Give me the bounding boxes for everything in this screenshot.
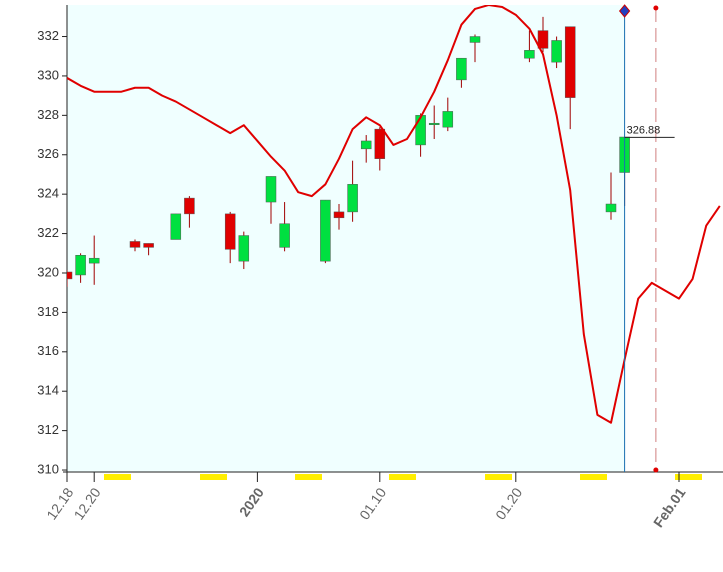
candle-body — [456, 57, 467, 81]
candle-body — [551, 40, 562, 63]
candle-body — [333, 211, 345, 219]
candle-body — [279, 223, 290, 248]
candle-body — [428, 122, 440, 125]
candle-body — [524, 50, 535, 59]
y-tick-label: 320 — [37, 264, 59, 279]
x-tick-label: 12.20 — [70, 485, 103, 523]
y-tick-label: 324 — [37, 186, 59, 201]
candle-body — [442, 111, 454, 128]
y-tick-label: 310 — [37, 461, 59, 476]
y-tick-label: 322 — [37, 225, 59, 240]
candle-body — [184, 197, 195, 215]
y-tick-label: 312 — [37, 422, 59, 437]
x-tick-label: 01.10 — [356, 485, 389, 523]
y-tick-label: 318 — [37, 304, 59, 319]
candle-body — [605, 203, 617, 213]
y-tick-label: 332 — [37, 28, 59, 43]
candle-body — [360, 140, 372, 150]
candle-body — [75, 254, 86, 276]
candle-body — [564, 26, 576, 98]
y-tick-label: 326 — [37, 146, 59, 161]
candle-body — [238, 235, 250, 262]
candle-body — [347, 184, 358, 213]
candle-body — [143, 243, 154, 248]
weekend-markers — [104, 474, 702, 480]
candle-body — [415, 115, 426, 146]
candle-body — [129, 241, 141, 248]
y-tick-label: 316 — [37, 343, 59, 358]
last-value-label: 326.88 — [627, 124, 661, 136]
candle-body — [224, 213, 236, 250]
x-tick-label: 01.20 — [492, 485, 525, 523]
candle-body — [67, 271, 73, 280]
y-tick-label: 314 — [37, 383, 59, 398]
cursor-marker — [618, 4, 631, 18]
y-tick-label: 328 — [37, 107, 59, 122]
x-tick-label: 12.18 — [43, 485, 76, 523]
candle-body — [265, 176, 277, 203]
candle-body — [374, 128, 386, 159]
candle-body — [88, 257, 100, 264]
y-tick-label: 330 — [37, 67, 59, 82]
overlay-line — [67, 5, 721, 424]
x-tick-label: 2020 — [236, 485, 267, 520]
compare-marker — [653, 467, 659, 473]
candle-body — [320, 199, 331, 262]
candle-body — [469, 36, 481, 43]
x-tick-label: Feb.01 — [650, 484, 689, 530]
candle-body — [537, 30, 549, 49]
candle-body — [170, 213, 182, 240]
compare-marker — [653, 5, 659, 11]
cursor: 326.88 — [618, 4, 675, 473]
plot-background — [67, 5, 625, 472]
